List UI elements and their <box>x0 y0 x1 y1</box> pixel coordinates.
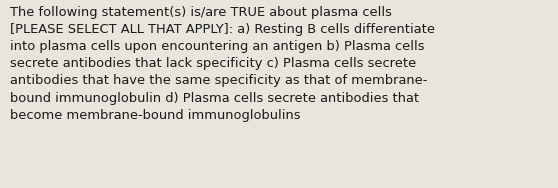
Text: The following statement(s) is/are TRUE about plasma cells
[PLEASE SELECT ALL THA: The following statement(s) is/are TRUE a… <box>10 6 435 122</box>
